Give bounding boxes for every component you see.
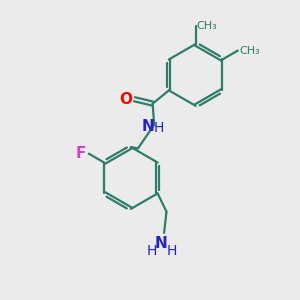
Text: N: N xyxy=(154,236,167,251)
Text: CH₃: CH₃ xyxy=(239,46,260,56)
Text: H: H xyxy=(166,244,177,258)
Text: O: O xyxy=(119,92,132,107)
Text: H: H xyxy=(147,244,157,258)
Text: F: F xyxy=(76,146,86,161)
Text: N: N xyxy=(141,119,154,134)
Text: H: H xyxy=(154,122,164,135)
Text: CH₃: CH₃ xyxy=(197,21,218,31)
